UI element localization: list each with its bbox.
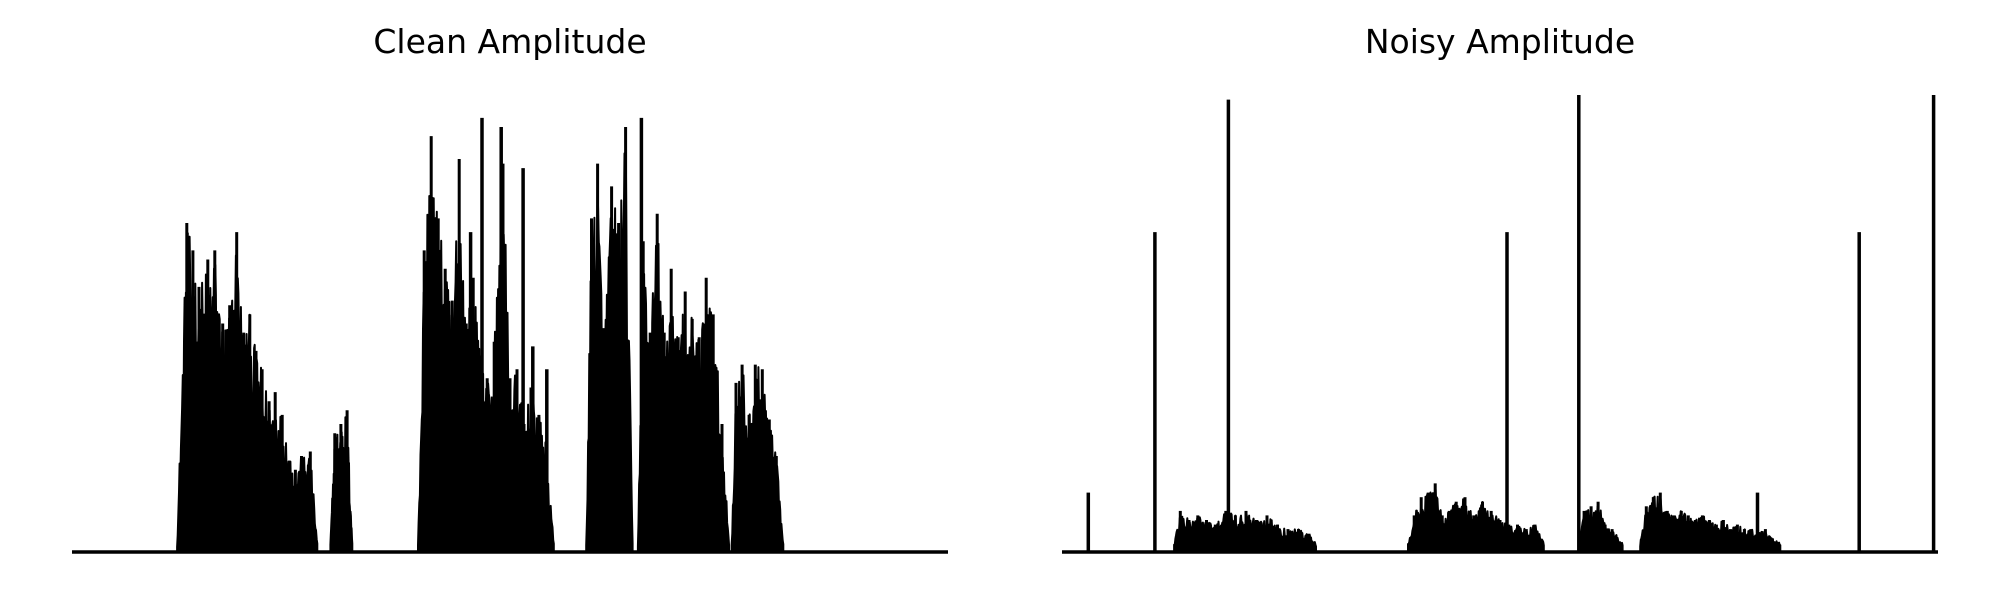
chart-title: Noisy Amplitude <box>1364 22 1636 61</box>
chart-panel-noisy: Noisy Amplitude <box>1050 0 1950 600</box>
chart-panel-clean: Clean Amplitude <box>60 0 960 600</box>
chart-title: Clean Amplitude <box>373 22 647 61</box>
chart-plot-clean <box>72 117 948 554</box>
chart-plot-noisy <box>1062 95 1938 554</box>
